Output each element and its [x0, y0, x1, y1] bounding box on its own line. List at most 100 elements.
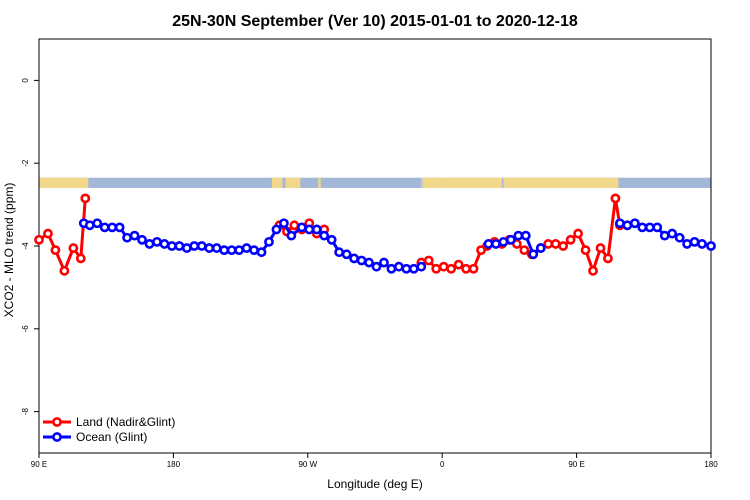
data-point	[615, 218, 625, 229]
data-point	[610, 193, 621, 204]
data-point	[565, 234, 576, 245]
data-point	[75, 253, 86, 264]
data-point	[386, 263, 397, 274]
y-tick-label: -2	[21, 159, 30, 167]
x-axis-label: Longitude (deg E)	[327, 477, 422, 491]
data-point	[59, 265, 70, 276]
data-point	[603, 253, 613, 264]
data-point	[334, 247, 345, 258]
x-tick-label: 90 E	[568, 460, 584, 469]
series-land	[34, 193, 633, 276]
data-point	[580, 245, 591, 256]
data-point	[468, 263, 479, 274]
data-point	[513, 230, 524, 241]
x-tick-label: 90 E	[31, 460, 47, 469]
y-tick-label: -4	[21, 242, 30, 250]
data-point	[573, 228, 583, 239]
data-point	[528, 249, 539, 260]
map-land-segment	[421, 177, 423, 189]
map-strip	[39, 177, 711, 189]
data-point	[595, 243, 606, 253]
data-point	[423, 255, 434, 266]
map-land-segment	[39, 177, 89, 189]
data-point	[674, 232, 685, 243]
data-point	[689, 236, 700, 247]
data-point	[92, 218, 103, 229]
data-point	[189, 241, 200, 251]
data-point	[543, 239, 554, 249]
x-tick-label: 0	[440, 460, 445, 469]
map-land-segment	[319, 177, 321, 189]
data-point	[241, 243, 252, 253]
data-point	[144, 239, 155, 249]
data-point	[393, 261, 404, 272]
data-point	[80, 193, 91, 204]
data-point	[326, 234, 337, 245]
data-point	[43, 228, 53, 239]
data-point	[637, 222, 648, 233]
y-tick-label: -6	[21, 325, 30, 333]
data-point	[181, 243, 192, 253]
data-point	[505, 234, 516, 245]
data-point	[667, 228, 678, 239]
map-land-segment	[271, 177, 283, 189]
data-point	[304, 224, 315, 235]
map-ocean	[39, 177, 711, 189]
data-point	[483, 239, 494, 249]
map-land-segment	[318, 177, 320, 189]
data-point	[50, 245, 61, 256]
data-point	[286, 230, 297, 241]
data-point	[588, 265, 598, 276]
data-point	[234, 245, 245, 256]
data-point	[319, 230, 330, 241]
data-point	[256, 247, 267, 258]
map-land-segment	[285, 177, 301, 189]
data-point	[114, 222, 125, 233]
data-point	[249, 245, 259, 256]
data-point	[644, 222, 655, 233]
data-point	[341, 249, 352, 260]
data-point	[401, 263, 412, 274]
data-point	[122, 232, 133, 243]
data-point	[697, 239, 707, 249]
y-tick-label: -8	[21, 407, 30, 415]
axes: 90 E 180 90 W 0 90 E 180 0 -2 -4 -6 -8	[21, 38, 718, 469]
data-point	[271, 224, 282, 235]
data-point	[682, 239, 693, 249]
y-tick-label: 0	[21, 78, 30, 83]
data-point	[498, 236, 509, 247]
data-point	[279, 218, 289, 229]
legend-label: Ocean (Glint)	[76, 430, 147, 444]
data-point	[356, 255, 367, 266]
data-point	[137, 234, 147, 245]
data-point	[622, 220, 633, 231]
map-land-segment	[503, 177, 619, 189]
data-point	[379, 257, 389, 268]
data-point	[296, 222, 307, 233]
data-point	[99, 222, 110, 233]
data-point	[408, 263, 419, 274]
data-point	[68, 243, 79, 253]
data-point	[204, 243, 215, 253]
data-point	[219, 245, 230, 256]
data-point	[535, 243, 546, 253]
data-point	[550, 239, 561, 249]
data-point	[519, 245, 530, 256]
data-point	[659, 230, 670, 241]
data-point	[461, 263, 471, 274]
data-point	[629, 218, 640, 229]
data-point	[34, 234, 44, 245]
data-point	[174, 241, 185, 251]
legend-marker	[52, 432, 62, 442]
data-point	[706, 241, 716, 251]
data-point	[416, 261, 427, 272]
data-point	[289, 220, 300, 231]
x-tick-label: 180	[167, 460, 181, 469]
data-point	[264, 236, 274, 247]
data-point	[446, 263, 457, 274]
series-ocean	[78, 218, 716, 274]
data-point	[84, 220, 95, 231]
data-point	[311, 224, 322, 235]
map-land-segment	[442, 177, 502, 189]
x-tick-label: 90 W	[298, 460, 317, 469]
